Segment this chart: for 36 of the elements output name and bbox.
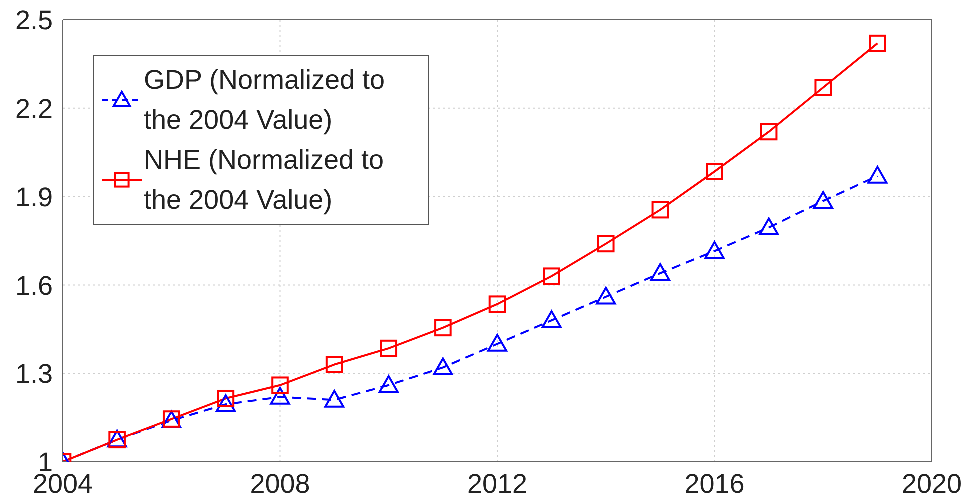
point <box>326 356 344 374</box>
point <box>813 191 834 209</box>
point <box>216 394 236 412</box>
point <box>650 263 670 282</box>
point <box>704 241 725 260</box>
point <box>380 340 398 358</box>
x-tick-label: 2020 <box>902 469 962 500</box>
point <box>596 286 616 305</box>
y-tick-label: 2.2 <box>15 94 53 124</box>
y-tick-label: 1.3 <box>15 359 53 390</box>
point <box>868 166 888 184</box>
x-tick-label: 2016 <box>684 469 745 500</box>
point <box>488 334 508 352</box>
point <box>488 296 506 314</box>
x-tick-label: 2012 <box>467 469 528 500</box>
point <box>706 163 724 180</box>
x-tick-label: 2008 <box>250 469 310 500</box>
point <box>814 79 832 96</box>
y-tick-label: 1.6 <box>15 270 53 301</box>
point <box>869 34 886 52</box>
point <box>597 235 615 253</box>
point <box>542 310 562 328</box>
point <box>543 268 560 286</box>
legend-label: NHE (Normalized to the 2004 Value) <box>144 144 386 217</box>
point <box>272 376 289 394</box>
legend-label: GDP (Normalized to the 2004 Value) <box>144 64 386 137</box>
point <box>270 387 290 405</box>
point <box>652 201 670 219</box>
point <box>760 123 778 141</box>
point <box>759 218 780 236</box>
point <box>324 390 345 408</box>
y-tick-label: 2.5 <box>15 6 53 36</box>
y-tick-label: 1.9 <box>15 182 53 212</box>
point <box>434 319 452 337</box>
point <box>433 358 454 376</box>
point <box>378 375 399 394</box>
